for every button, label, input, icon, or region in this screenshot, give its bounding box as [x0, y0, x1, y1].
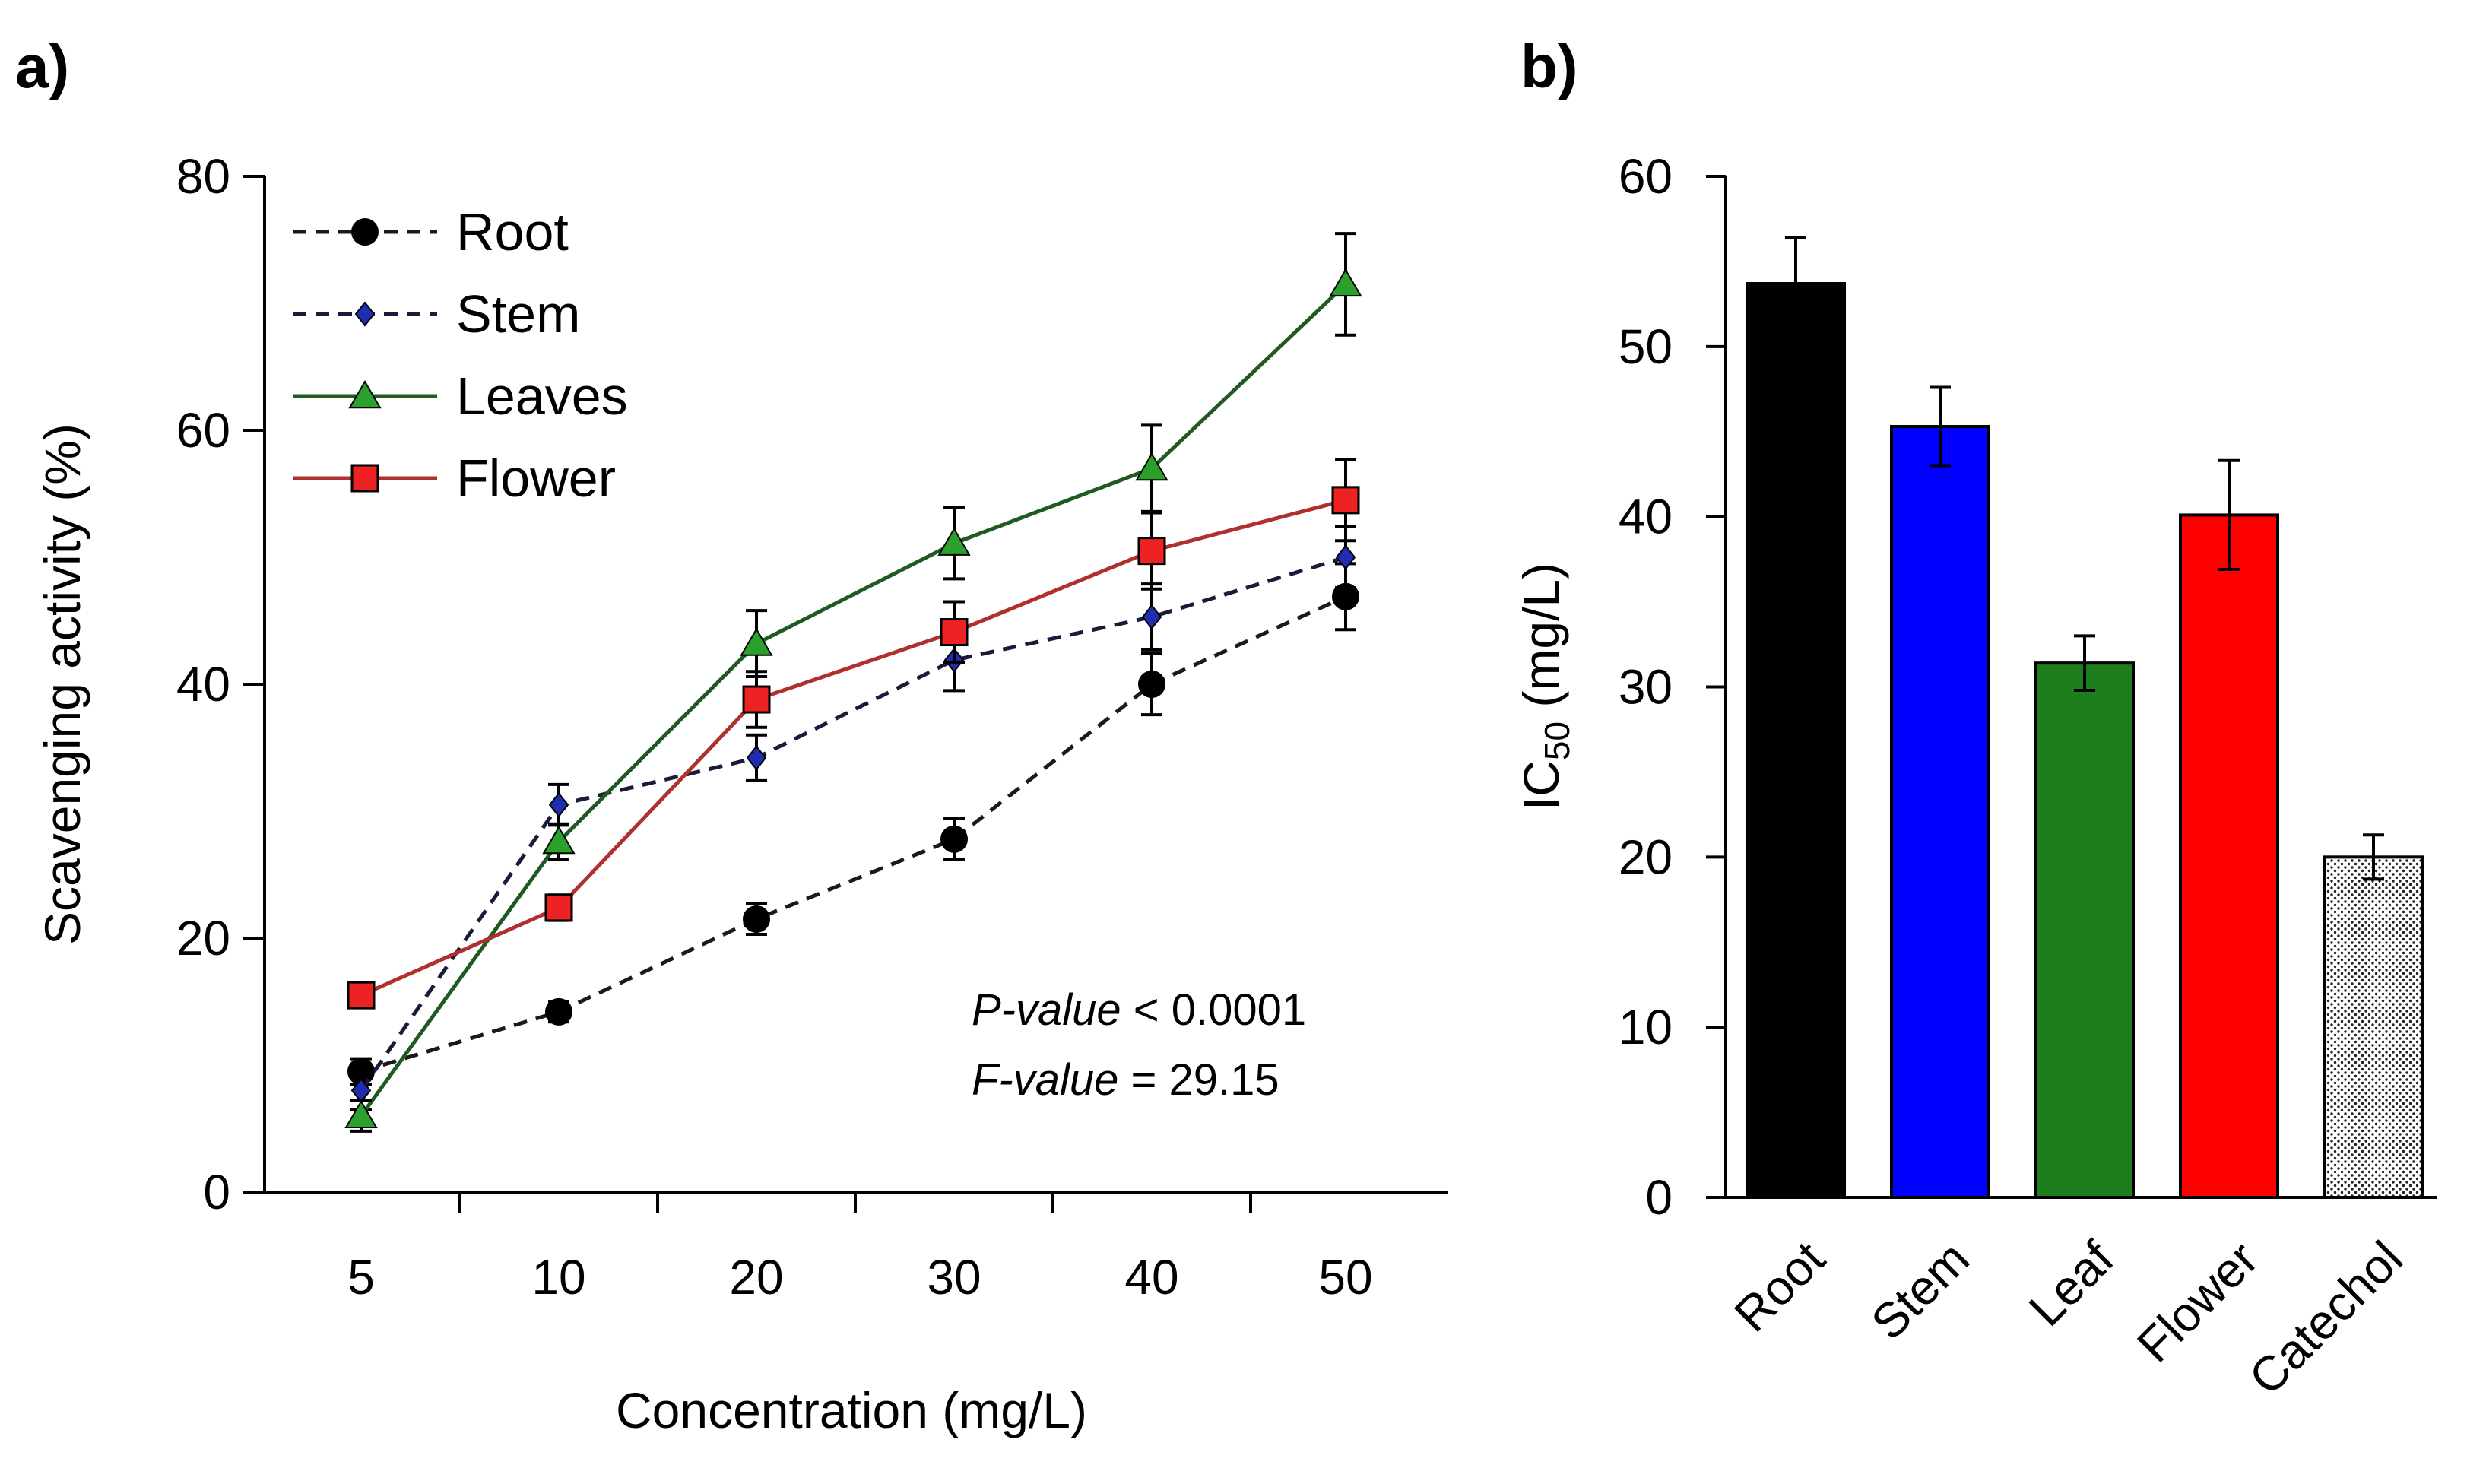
- bar-catechol: [2323, 855, 2424, 1200]
- legend-item-flower: Flower: [293, 449, 616, 508]
- leaves-point: [344, 1099, 378, 1128]
- legend-label-stem: Stem: [456, 284, 580, 344]
- flower-point: [940, 618, 969, 647]
- b-x-tick-label-stem: Stem: [1860, 1231, 1980, 1350]
- b-y-tick-label: 50: [1619, 319, 1673, 374]
- a-series: [344, 232, 1362, 1133]
- bar-stem: [1890, 425, 1990, 1199]
- a-x-tick-label: 10: [531, 1250, 585, 1305]
- b-bars: [1746, 236, 2424, 1200]
- leaves-point: [937, 527, 971, 556]
- flower-point: [742, 685, 771, 714]
- stem-point: [746, 745, 767, 771]
- leaves-point: [1329, 268, 1362, 297]
- a-x-tick-label: 30: [927, 1250, 981, 1305]
- legend-marker-root: [351, 218, 379, 246]
- legend-marker-stem: [354, 301, 376, 327]
- b-y-tick-label: 20: [1619, 829, 1673, 884]
- bar-root: [1746, 282, 1846, 1199]
- legend-label-root: Root: [456, 202, 569, 262]
- b-y-tick-label: 30: [1619, 660, 1673, 715]
- b-y-axis-title-unit: (mg/L): [1513, 563, 1569, 721]
- root-point: [545, 997, 572, 1026]
- flower-point: [1331, 486, 1360, 515]
- stem-line: [359, 555, 1346, 1092]
- flower-point: [347, 981, 376, 1010]
- a-y-tick-label: 60: [176, 403, 230, 458]
- b-x-tick-label-catechol: Catechol: [2238, 1231, 2413, 1406]
- flower-point: [544, 893, 573, 922]
- panel-a-line-chart: a) 0 20 40 60 80 5 10 20 30 40 50 Root Stem Leaves F…: [15, 33, 1448, 1438]
- bar-flower: [2179, 513, 2279, 1199]
- b-x-tick-label-flower: Flower: [2126, 1231, 2269, 1373]
- a-legend: Root Stem Leaves Flower: [293, 202, 628, 508]
- a-x-tick-label: 50: [1318, 1250, 1372, 1305]
- root-point: [940, 825, 968, 853]
- b-y-axis-title: IC50 (mg/L): [1513, 563, 1577, 810]
- leaves-line: [359, 283, 1347, 1118]
- f-value-label: F-value: [972, 1055, 1118, 1105]
- series-root: [347, 562, 1359, 1086]
- series-leaves: [344, 232, 1362, 1133]
- b-x-tick-label-root: Root: [1723, 1231, 1835, 1343]
- legend-item-stem: Stem: [293, 284, 580, 344]
- flower-point: [1137, 537, 1166, 566]
- legend-item-leaves: Leaves: [293, 366, 628, 426]
- panel-a-label: a): [15, 33, 69, 100]
- b-y-tick-label: 10: [1619, 1000, 1673, 1054]
- b-y-axis-title-subscript: 50: [1537, 721, 1577, 760]
- a-y-tick-label: 0: [203, 1165, 230, 1219]
- leaves-point: [1135, 452, 1168, 481]
- a-x-tick-label: 20: [729, 1250, 783, 1305]
- a-y-tick-label: 40: [176, 657, 230, 712]
- legend-label-leaves: Leaves: [456, 366, 628, 426]
- p-value-annotation: P-value < 0.0001: [972, 985, 1306, 1035]
- root-point: [743, 905, 770, 933]
- p-value-text: < 0.0001: [1121, 985, 1307, 1035]
- b-x-tick-label-leaf: Leaf: [2018, 1231, 2124, 1337]
- a-y-tick-label: 20: [176, 911, 230, 966]
- legend-item-root: Root: [293, 202, 569, 262]
- stem-point: [1141, 604, 1162, 630]
- leaves-point: [740, 627, 773, 656]
- stem-point: [1335, 544, 1356, 570]
- bar-leaf: [2034, 661, 2135, 1199]
- stem-point: [548, 792, 569, 818]
- a-x-tick-label: 40: [1124, 1250, 1178, 1305]
- a-y-tick-label: 80: [176, 149, 230, 204]
- root-point: [1138, 671, 1165, 698]
- a-y-axis-title: Scavenging activity (%): [34, 423, 90, 945]
- a-x-axis-title: Concentration (mg/L): [616, 1382, 1087, 1438]
- legend-marker-leaves: [348, 380, 382, 409]
- a-y-ticks: 0 20 40 60 80: [176, 149, 265, 1219]
- legend-marker-flower: [350, 464, 379, 493]
- root-line: [360, 595, 1347, 1073]
- panel-b-label: b): [1520, 33, 1578, 100]
- panel-b-bar-chart: b) 0 10 20 30 40 50 60 Root Stem Leaf FlowerCatec…: [1513, 33, 2437, 1406]
- leaves-point: [542, 826, 576, 855]
- flower-line: [360, 498, 1346, 997]
- p-value-label: P-value: [972, 985, 1121, 1035]
- b-y-tick-label: 60: [1619, 149, 1673, 204]
- series-flower: [347, 458, 1360, 1010]
- b-y-tick-label: 0: [1645, 1170, 1673, 1225]
- b-y-ticks: 0 10 20 30 40 50 60: [1619, 149, 1726, 1225]
- legend-label-flower: Flower: [456, 449, 616, 508]
- b-y-tick-label: 40: [1619, 490, 1673, 544]
- a-x-ticks: 5 10 20 30 40 50: [347, 1192, 1373, 1305]
- b-y-axis-title-main: IC: [1513, 760, 1569, 810]
- a-x-tick-label: 5: [347, 1250, 375, 1305]
- f-value-annotation: F-value = 29.15: [972, 1055, 1279, 1105]
- f-value-text: = 29.15: [1118, 1055, 1279, 1105]
